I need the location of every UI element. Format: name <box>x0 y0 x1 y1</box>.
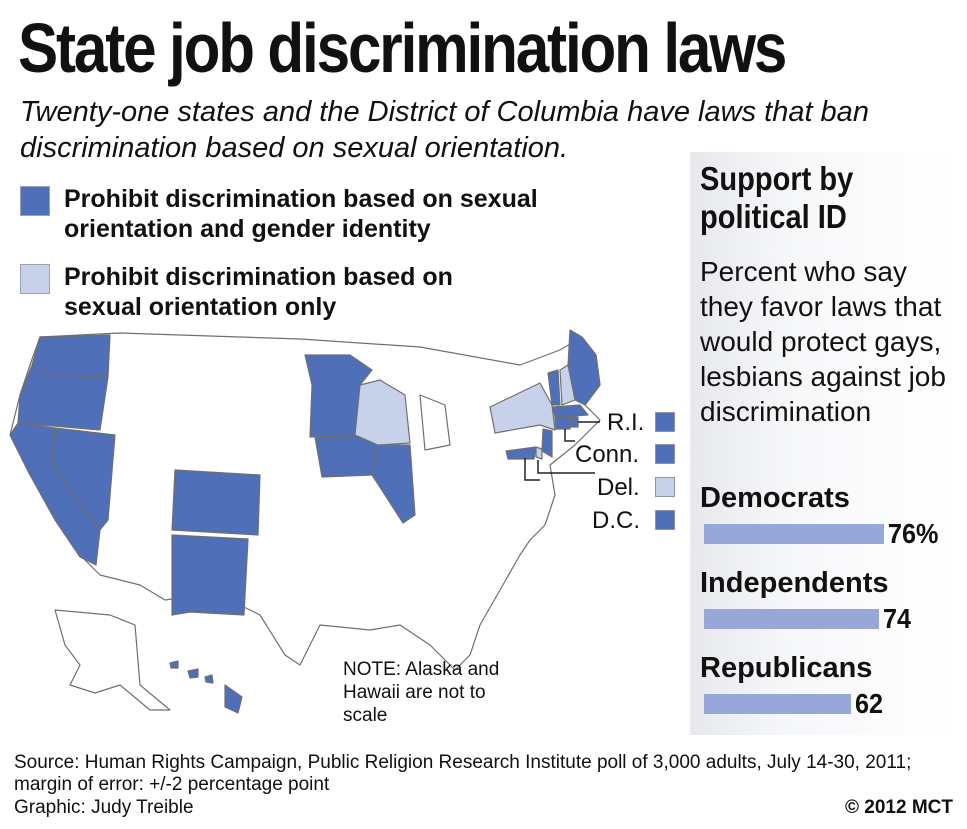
bar-value-democrats: 76% <box>888 518 939 549</box>
bar-label-independents: Independents <box>700 567 889 599</box>
state-rhode-island <box>570 416 579 428</box>
state-hawaii-4 <box>224 684 243 714</box>
bar-independents <box>704 609 879 629</box>
bar-track-democrats <box>704 524 884 544</box>
state-connecticut <box>554 416 571 430</box>
state-new-hampshire <box>559 364 576 406</box>
legend-label: Prohibit discrimination based on sexual … <box>64 263 453 321</box>
sidebar-title: Support by political ID <box>700 160 854 235</box>
bar-label-republicans: Republicans <box>700 652 873 684</box>
state-hawaii-3 <box>204 674 214 684</box>
state-new-mexico <box>171 534 249 616</box>
label-ri: R.I. <box>607 409 645 436</box>
state-nevada <box>51 427 116 531</box>
state-washington <box>31 334 111 378</box>
bar-republicans <box>704 694 851 714</box>
swatch-del <box>655 477 675 497</box>
state-wisconsin <box>354 379 411 446</box>
label-dc: D.C. <box>592 507 640 534</box>
label-conn: Conn. <box>575 441 640 468</box>
map-note: NOTE: Alaska and Hawaii are not to scale <box>343 659 500 726</box>
legend-swatch-light <box>20 264 50 294</box>
state-alaska <box>54 609 171 711</box>
state-hawaii-1 <box>169 660 179 669</box>
state-maryland <box>505 446 537 460</box>
callout-line-dc <box>524 458 540 481</box>
bar-value-independents: 74 <box>883 603 912 634</box>
callout-line-del <box>537 460 595 474</box>
state-new-jersey <box>541 428 553 458</box>
us-map <box>0 325 690 745</box>
swatch-dc <box>655 510 675 530</box>
sidebar-support-by-political-id: Support by political ID Percent who say … <box>690 152 958 735</box>
bar-democrats <box>704 524 884 544</box>
callout-line-conn <box>564 429 575 442</box>
graphic-credit: Graphic: Judy Treible <box>14 797 194 818</box>
swatch-conn <box>655 444 675 464</box>
state-hawaii-2 <box>187 668 199 679</box>
page-title: State job discrimination laws <box>18 9 787 87</box>
swatch-ri <box>655 412 675 432</box>
state-delaware <box>535 446 543 460</box>
legend-swatch-dark <box>20 186 50 216</box>
state-colorado <box>171 469 261 536</box>
bar-label-democrats: Democrats <box>700 482 850 514</box>
state-michigan <box>419 394 451 451</box>
us-map-svg <box>9 329 601 714</box>
sidebar-description: Percent who say they favor laws that wou… <box>700 256 946 427</box>
source-note: Source: Human Rights Campaign, Public Re… <box>14 752 912 795</box>
bar-track-republicans <box>704 694 884 714</box>
bar-track-independents <box>704 609 884 629</box>
legend-item-orientation-only: Prohibit discrimination based on sexual … <box>20 262 534 322</box>
state-massachusetts <box>552 404 589 418</box>
label-del: Del. <box>597 474 640 501</box>
state-illinois <box>371 444 416 524</box>
state-vermont <box>547 369 561 406</box>
bar-value-republicans: 62 <box>855 688 884 719</box>
legend-item-orientation-and-gender: Prohibit discrimination based on sexual … <box>20 184 624 244</box>
subtitle: Twenty-one states and the District of Co… <box>20 96 869 164</box>
legend-label: Prohibit discrimination based on sexual … <box>64 185 538 243</box>
state-new-york <box>489 382 556 434</box>
copyright: © 2012 MCT <box>845 797 953 818</box>
state-oregon <box>17 364 109 431</box>
